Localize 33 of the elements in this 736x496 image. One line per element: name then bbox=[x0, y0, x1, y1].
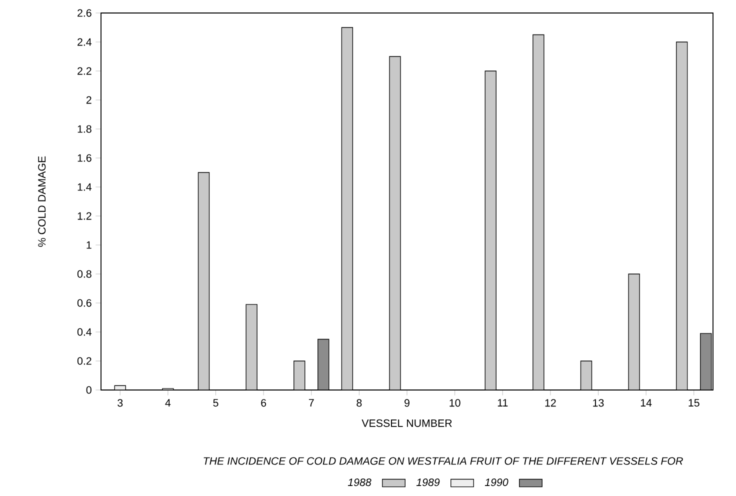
x-tick-label: 6 bbox=[261, 399, 266, 407]
y-tick-label: 2.4 bbox=[78, 38, 92, 46]
x-tick-label: 4 bbox=[165, 399, 171, 406]
x-tick-label: 7 bbox=[308, 399, 314, 406]
legend-label: 1990 bbox=[484, 478, 508, 486]
y-tick-label: 0.6 bbox=[77, 299, 92, 307]
x-tick-label: 15 bbox=[688, 399, 700, 407]
y-tick-label: 1.8 bbox=[78, 125, 92, 133]
y-tick-label: 1.2 bbox=[78, 212, 92, 220]
x-tick-label: 11 bbox=[498, 399, 508, 406]
y-tick-label: 2 bbox=[86, 96, 92, 104]
x-axis-title: VESSEL NUMBER bbox=[362, 419, 452, 427]
y-tick-label: 0 bbox=[86, 386, 92, 394]
y-tick-label: 0.2 bbox=[77, 357, 92, 365]
x-tick-label: 14 bbox=[640, 399, 652, 406]
x-tick-label: 12 bbox=[545, 399, 556, 407]
x-tick-label: 8 bbox=[356, 399, 362, 407]
y-tick-label: 1.4 bbox=[78, 183, 92, 191]
y-tick-label: 2.2 bbox=[78, 67, 92, 75]
y-tick-label: 0.4 bbox=[77, 328, 92, 336]
x-tick-label: 13 bbox=[593, 399, 604, 407]
legend-label: 1989 bbox=[416, 478, 440, 486]
y-axis-title: % COLD DAMAGE bbox=[38, 156, 46, 247]
text: THE INCIDENCE OF COLD DAMAGE ON WESTFALIA FRUIT OF THE DIFFERENT VESSELS FOR bbox=[204, 457, 683, 465]
y-tick-label: 1.6 bbox=[78, 154, 92, 162]
y-tick-label: 2.6 bbox=[78, 9, 92, 17]
x-tick-label: 3 bbox=[118, 399, 123, 407]
x-tick-label: 5 bbox=[213, 399, 218, 407]
x-tick-label: 10 bbox=[450, 399, 460, 407]
y-tick-label: 0.8 bbox=[77, 270, 92, 278]
legend-label: 1988 bbox=[348, 478, 372, 486]
y-tick-label: 1 bbox=[86, 241, 92, 249]
x-tick-label: 9 bbox=[404, 399, 410, 407]
